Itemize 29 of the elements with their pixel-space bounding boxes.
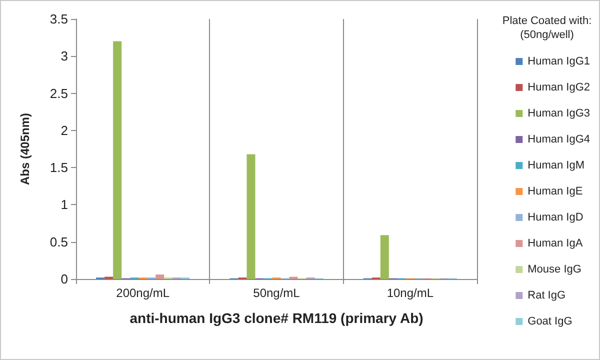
- bar: [156, 274, 164, 279]
- y-axis-title: Abs (405nm): [18, 112, 32, 186]
- y-tick-label: 3.5: [50, 12, 68, 26]
- y-tick-label: 0.5: [50, 234, 68, 250]
- legend-label: Human IgM: [528, 160, 584, 172]
- x-tick-label: 200ng/mL: [116, 286, 170, 300]
- legend-label: Human IgA: [528, 238, 584, 250]
- legend-label: Mouse IgG: [528, 264, 582, 276]
- legend-label: Human IgE: [528, 186, 583, 198]
- legend-label: Goat IgG: [528, 316, 572, 328]
- legend-label: Human IgG2: [528, 82, 590, 94]
- x-axis-title: anti-human IgG3 clone# RM119 (primary Ab): [130, 310, 424, 326]
- legend-label: Rat IgG: [528, 290, 566, 302]
- bar: [113, 41, 122, 279]
- x-tick-label: 10ng/mL: [386, 286, 434, 300]
- y-tick-label: 2: [60, 122, 68, 138]
- y-tick-label: 3: [60, 48, 68, 64]
- legend-label: Human IgD: [528, 212, 584, 224]
- y-tick-label: 1.5: [50, 160, 68, 176]
- bar: [380, 235, 389, 279]
- y-tick-label: 0: [60, 272, 68, 286]
- y-tick-label: 1: [60, 197, 68, 212]
- legend-label: Human IgG1: [528, 56, 590, 68]
- bar: [246, 154, 256, 279]
- legend-label: Human IgG4: [528, 134, 590, 146]
- y-tick-label: 2.5: [50, 86, 68, 101]
- legend-title: Plate Coated with: (50ng/well): [502, 15, 592, 41]
- x-tick-label: 50ng/mL: [253, 286, 300, 300]
- legend-label: Human IgG3: [528, 108, 590, 120]
